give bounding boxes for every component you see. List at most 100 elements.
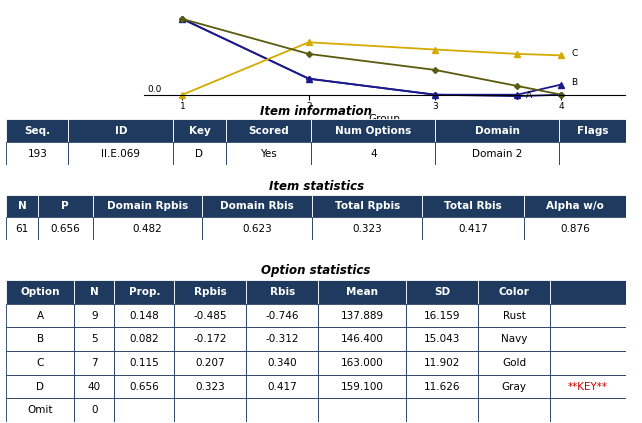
Text: Seq.: Seq. [24,126,51,136]
Text: 163.000: 163.000 [341,358,383,368]
Text: 0.148: 0.148 [130,310,159,321]
Text: 0: 0 [91,405,98,415]
FancyBboxPatch shape [114,280,174,304]
FancyBboxPatch shape [74,375,114,398]
FancyBboxPatch shape [406,304,478,327]
FancyBboxPatch shape [559,142,626,165]
Text: Item statistics: Item statistics [268,180,364,193]
Text: Rbis: Rbis [270,287,295,297]
Text: C: C [571,49,578,58]
FancyBboxPatch shape [406,375,478,398]
FancyBboxPatch shape [74,398,114,422]
Text: Domain Rbis: Domain Rbis [220,201,294,211]
FancyBboxPatch shape [406,280,478,304]
FancyBboxPatch shape [247,351,318,375]
Text: Gray: Gray [501,382,526,392]
Text: Total Rpbis: Total Rpbis [334,201,400,211]
FancyBboxPatch shape [312,217,422,240]
FancyBboxPatch shape [247,398,318,422]
FancyBboxPatch shape [6,398,74,422]
FancyBboxPatch shape [247,375,318,398]
Text: 0.417: 0.417 [267,382,297,392]
FancyBboxPatch shape [524,195,626,217]
Text: 61: 61 [15,224,29,233]
Text: B: B [571,78,578,87]
FancyBboxPatch shape [74,304,114,327]
Text: -0.746: -0.746 [265,310,299,321]
FancyBboxPatch shape [247,304,318,327]
Text: Option: Option [21,287,60,297]
FancyBboxPatch shape [550,280,626,304]
Text: 159.100: 159.100 [341,382,383,392]
Text: 40: 40 [88,382,101,392]
FancyBboxPatch shape [92,217,202,240]
FancyBboxPatch shape [478,375,550,398]
FancyBboxPatch shape [318,398,406,422]
Text: Omit: Omit [28,405,53,415]
FancyBboxPatch shape [6,304,74,327]
Text: -0.312: -0.312 [265,334,299,344]
Text: © 2021 ASC: © 2021 ASC [573,138,625,147]
FancyBboxPatch shape [478,327,550,351]
Text: N: N [90,287,99,297]
Text: Option statistics: Option statistics [261,264,371,277]
Text: Domain 2: Domain 2 [472,148,523,159]
Text: 193: 193 [28,148,48,159]
FancyBboxPatch shape [173,142,225,165]
Text: Alpha w/o: Alpha w/o [546,201,604,211]
FancyBboxPatch shape [550,351,626,375]
Text: 0.082: 0.082 [130,334,159,344]
Text: B: B [37,334,44,344]
FancyBboxPatch shape [174,280,247,304]
FancyBboxPatch shape [174,398,247,422]
FancyBboxPatch shape [435,119,559,142]
Text: D: D [195,148,204,159]
FancyBboxPatch shape [225,142,311,165]
FancyBboxPatch shape [478,304,550,327]
Text: 11.902: 11.902 [424,358,460,368]
FancyBboxPatch shape [202,217,312,240]
FancyBboxPatch shape [550,398,626,422]
Text: -0.172: -0.172 [193,334,227,344]
FancyBboxPatch shape [174,375,247,398]
X-axis label: Group: Group [369,114,401,124]
Text: Mean: Mean [346,287,378,297]
FancyBboxPatch shape [6,119,68,142]
FancyBboxPatch shape [38,217,92,240]
Text: P: P [62,201,69,211]
Text: 5: 5 [91,334,98,344]
FancyBboxPatch shape [74,327,114,351]
FancyBboxPatch shape [311,119,435,142]
Text: 0.323: 0.323 [352,224,382,233]
FancyBboxPatch shape [74,280,114,304]
FancyBboxPatch shape [6,280,74,304]
FancyBboxPatch shape [6,195,38,217]
Text: 0.323: 0.323 [195,382,225,392]
FancyBboxPatch shape [318,327,406,351]
FancyBboxPatch shape [38,195,92,217]
FancyBboxPatch shape [478,280,550,304]
FancyBboxPatch shape [6,217,38,240]
FancyBboxPatch shape [174,351,247,375]
Text: 0.876: 0.876 [560,224,590,233]
FancyBboxPatch shape [318,375,406,398]
FancyBboxPatch shape [318,304,406,327]
FancyBboxPatch shape [422,195,524,217]
Text: **KEY**: **KEY** [568,382,608,392]
Text: 7: 7 [91,358,98,368]
Text: Key: Key [189,126,211,136]
FancyBboxPatch shape [550,375,626,398]
FancyBboxPatch shape [312,195,422,217]
FancyBboxPatch shape [68,142,173,165]
Text: 0.207: 0.207 [195,358,225,368]
Text: Yes: Yes [260,148,277,159]
Text: 9: 9 [91,310,98,321]
FancyBboxPatch shape [114,375,174,398]
FancyBboxPatch shape [74,351,114,375]
FancyBboxPatch shape [173,119,225,142]
Text: C: C [37,358,44,368]
FancyBboxPatch shape [114,304,174,327]
Text: Flags: Flags [577,126,609,136]
FancyBboxPatch shape [174,327,247,351]
FancyBboxPatch shape [406,327,478,351]
